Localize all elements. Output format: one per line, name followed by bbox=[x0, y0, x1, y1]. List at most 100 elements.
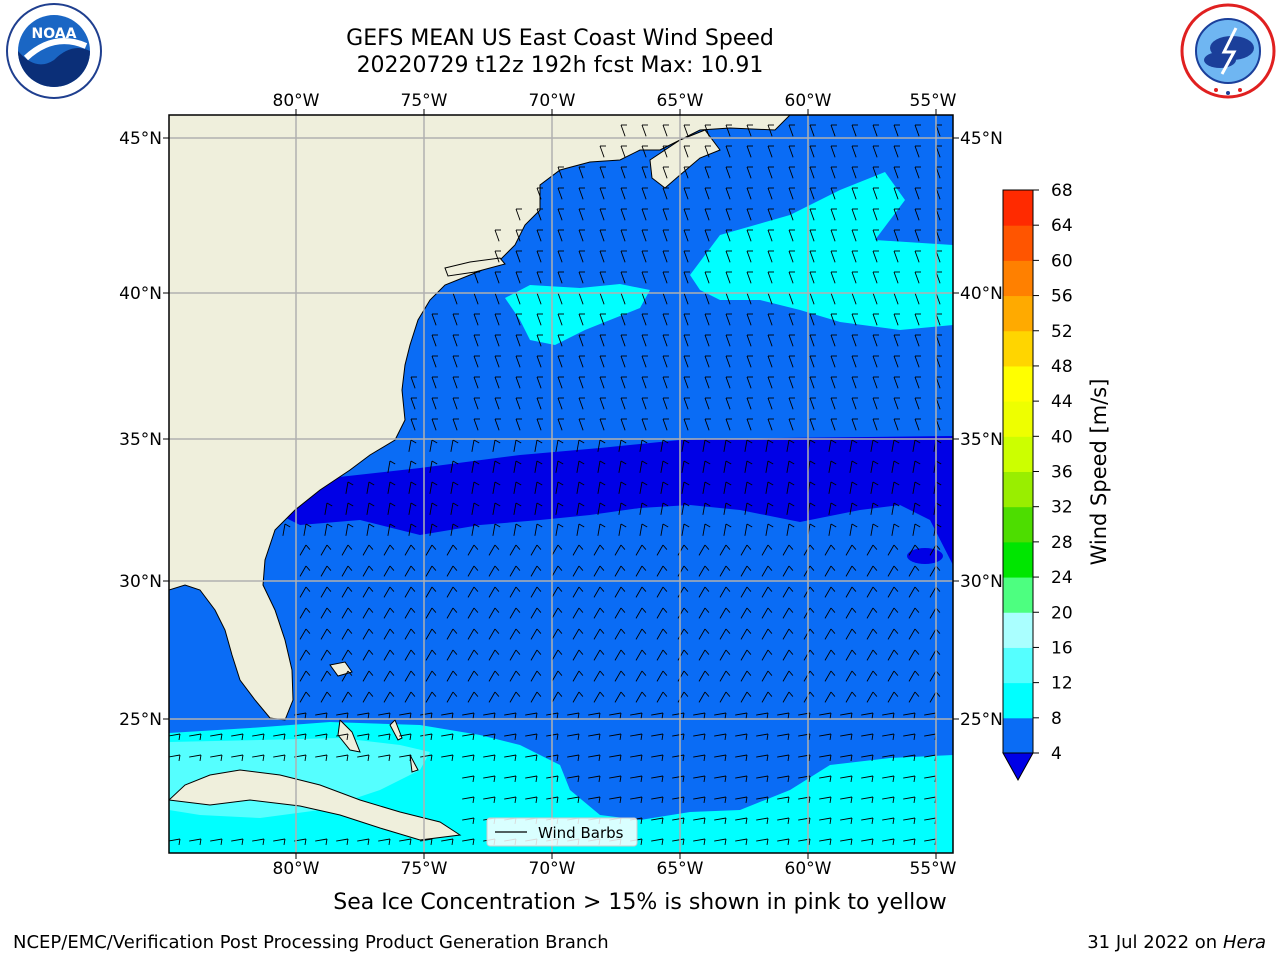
wind-barb-flag bbox=[515, 481, 522, 486]
wind-barb bbox=[557, 271, 563, 284]
wind-barb bbox=[914, 355, 920, 368]
wind-barb bbox=[189, 754, 202, 758]
wind-barb-flag bbox=[914, 670, 920, 676]
wind-barb-flag bbox=[326, 586, 332, 592]
wind-barb-flag bbox=[431, 439, 438, 444]
wind-barb-flag bbox=[914, 691, 920, 697]
wind-barb bbox=[912, 523, 916, 536]
wind-barb-flag bbox=[598, 754, 601, 761]
wind-barb-flag bbox=[808, 712, 811, 719]
wind-barb bbox=[641, 355, 647, 368]
wind-barb bbox=[515, 229, 521, 242]
wind-barb bbox=[662, 376, 668, 389]
wind-barb-flag bbox=[641, 628, 647, 634]
wind-barb bbox=[660, 481, 664, 494]
wind-barb-flag bbox=[325, 754, 328, 761]
wind-barb bbox=[719, 586, 727, 598]
wind-barb-flag bbox=[598, 733, 601, 740]
wind-barb bbox=[467, 649, 475, 661]
wind-barb-flag bbox=[473, 565, 479, 571]
wind-barb bbox=[462, 775, 475, 779]
wind-barb bbox=[824, 586, 832, 598]
wind-barb bbox=[872, 355, 878, 368]
wind-barb bbox=[494, 376, 500, 389]
wind-barb-flag bbox=[851, 460, 858, 465]
wind-barb bbox=[387, 460, 391, 473]
wind-barb bbox=[761, 649, 769, 661]
wind-barb bbox=[765, 439, 769, 452]
wind-barb bbox=[882, 838, 895, 842]
wind-barb-flag bbox=[410, 523, 417, 528]
wind-barb-flag bbox=[493, 796, 496, 803]
wind-barb-flag bbox=[368, 586, 374, 592]
wind-barb bbox=[908, 586, 916, 598]
wind-barb-flag bbox=[871, 712, 874, 719]
wind-barb bbox=[635, 691, 643, 703]
wind-barb bbox=[429, 502, 433, 515]
wind-barb-flag bbox=[830, 565, 836, 571]
wind-barb-flag bbox=[913, 817, 916, 824]
wind-barb bbox=[525, 733, 538, 737]
wind-barb bbox=[530, 565, 538, 577]
wind-barb bbox=[908, 649, 916, 661]
wind-barb bbox=[914, 292, 920, 305]
wind-barb-flag bbox=[767, 460, 774, 465]
wind-barb bbox=[660, 523, 664, 536]
wind-barb bbox=[677, 586, 685, 598]
wind-barb bbox=[893, 355, 899, 368]
wind-barb-flag bbox=[578, 523, 585, 528]
wind-barb bbox=[872, 397, 878, 410]
wind-barb-flag bbox=[892, 712, 895, 719]
wind-barb bbox=[425, 649, 433, 661]
wind-barb bbox=[828, 439, 832, 452]
wind-barb-flag bbox=[346, 733, 349, 740]
wind-barb-flag bbox=[724, 712, 727, 719]
wind-barb-flag bbox=[788, 544, 794, 550]
wind-barb bbox=[672, 733, 685, 737]
wind-barb bbox=[630, 754, 643, 758]
wind-barb bbox=[767, 166, 773, 179]
wind-barb bbox=[746, 166, 752, 179]
wind-barb bbox=[509, 670, 517, 682]
wind-barb bbox=[809, 397, 815, 410]
wind-barb-flag bbox=[473, 628, 479, 634]
wind-barb-flag bbox=[283, 754, 286, 761]
wind-barb-flag bbox=[178, 733, 181, 740]
wind-barb bbox=[492, 439, 496, 452]
wind-barb bbox=[903, 838, 916, 842]
wind-barb bbox=[551, 670, 559, 682]
wind-barb bbox=[513, 523, 517, 536]
wind-barb-flag bbox=[493, 775, 496, 782]
wind-barb bbox=[893, 397, 899, 410]
wind-barb bbox=[683, 250, 689, 263]
wind-barb bbox=[714, 775, 727, 779]
wind-barb-flag bbox=[473, 481, 480, 486]
wind-barb-flag bbox=[557, 691, 563, 697]
wind-barb bbox=[882, 796, 895, 800]
wind-barb bbox=[452, 418, 458, 431]
wind-barb bbox=[597, 502, 601, 515]
footer-date-text: 31 Jul 2022 on bbox=[1087, 932, 1218, 953]
wind-barb-flag bbox=[641, 565, 647, 571]
wind-barb bbox=[662, 166, 668, 179]
wind-barb bbox=[744, 502, 748, 515]
wind-barb-flag bbox=[641, 649, 647, 655]
axis-ticks bbox=[163, 109, 959, 859]
wind-barb bbox=[767, 124, 773, 137]
wind-barb bbox=[551, 586, 559, 598]
wind-barb bbox=[782, 670, 790, 682]
wind-barb bbox=[534, 523, 538, 536]
wind-barb bbox=[725, 229, 731, 242]
wind-barb-flag bbox=[347, 649, 353, 655]
wind-barb-flag bbox=[914, 439, 921, 444]
wind-barb bbox=[851, 397, 857, 410]
wind-barb bbox=[845, 607, 853, 619]
wind-barb bbox=[593, 565, 601, 577]
wind-barb bbox=[912, 439, 916, 452]
wind-barb-flag bbox=[556, 775, 559, 782]
wind-barb bbox=[870, 481, 874, 494]
wind-barb-flag bbox=[641, 502, 648, 507]
bahamas-islands bbox=[329, 661, 419, 773]
wind-barb-flag bbox=[640, 754, 643, 761]
wind-barb-flag bbox=[871, 796, 874, 803]
